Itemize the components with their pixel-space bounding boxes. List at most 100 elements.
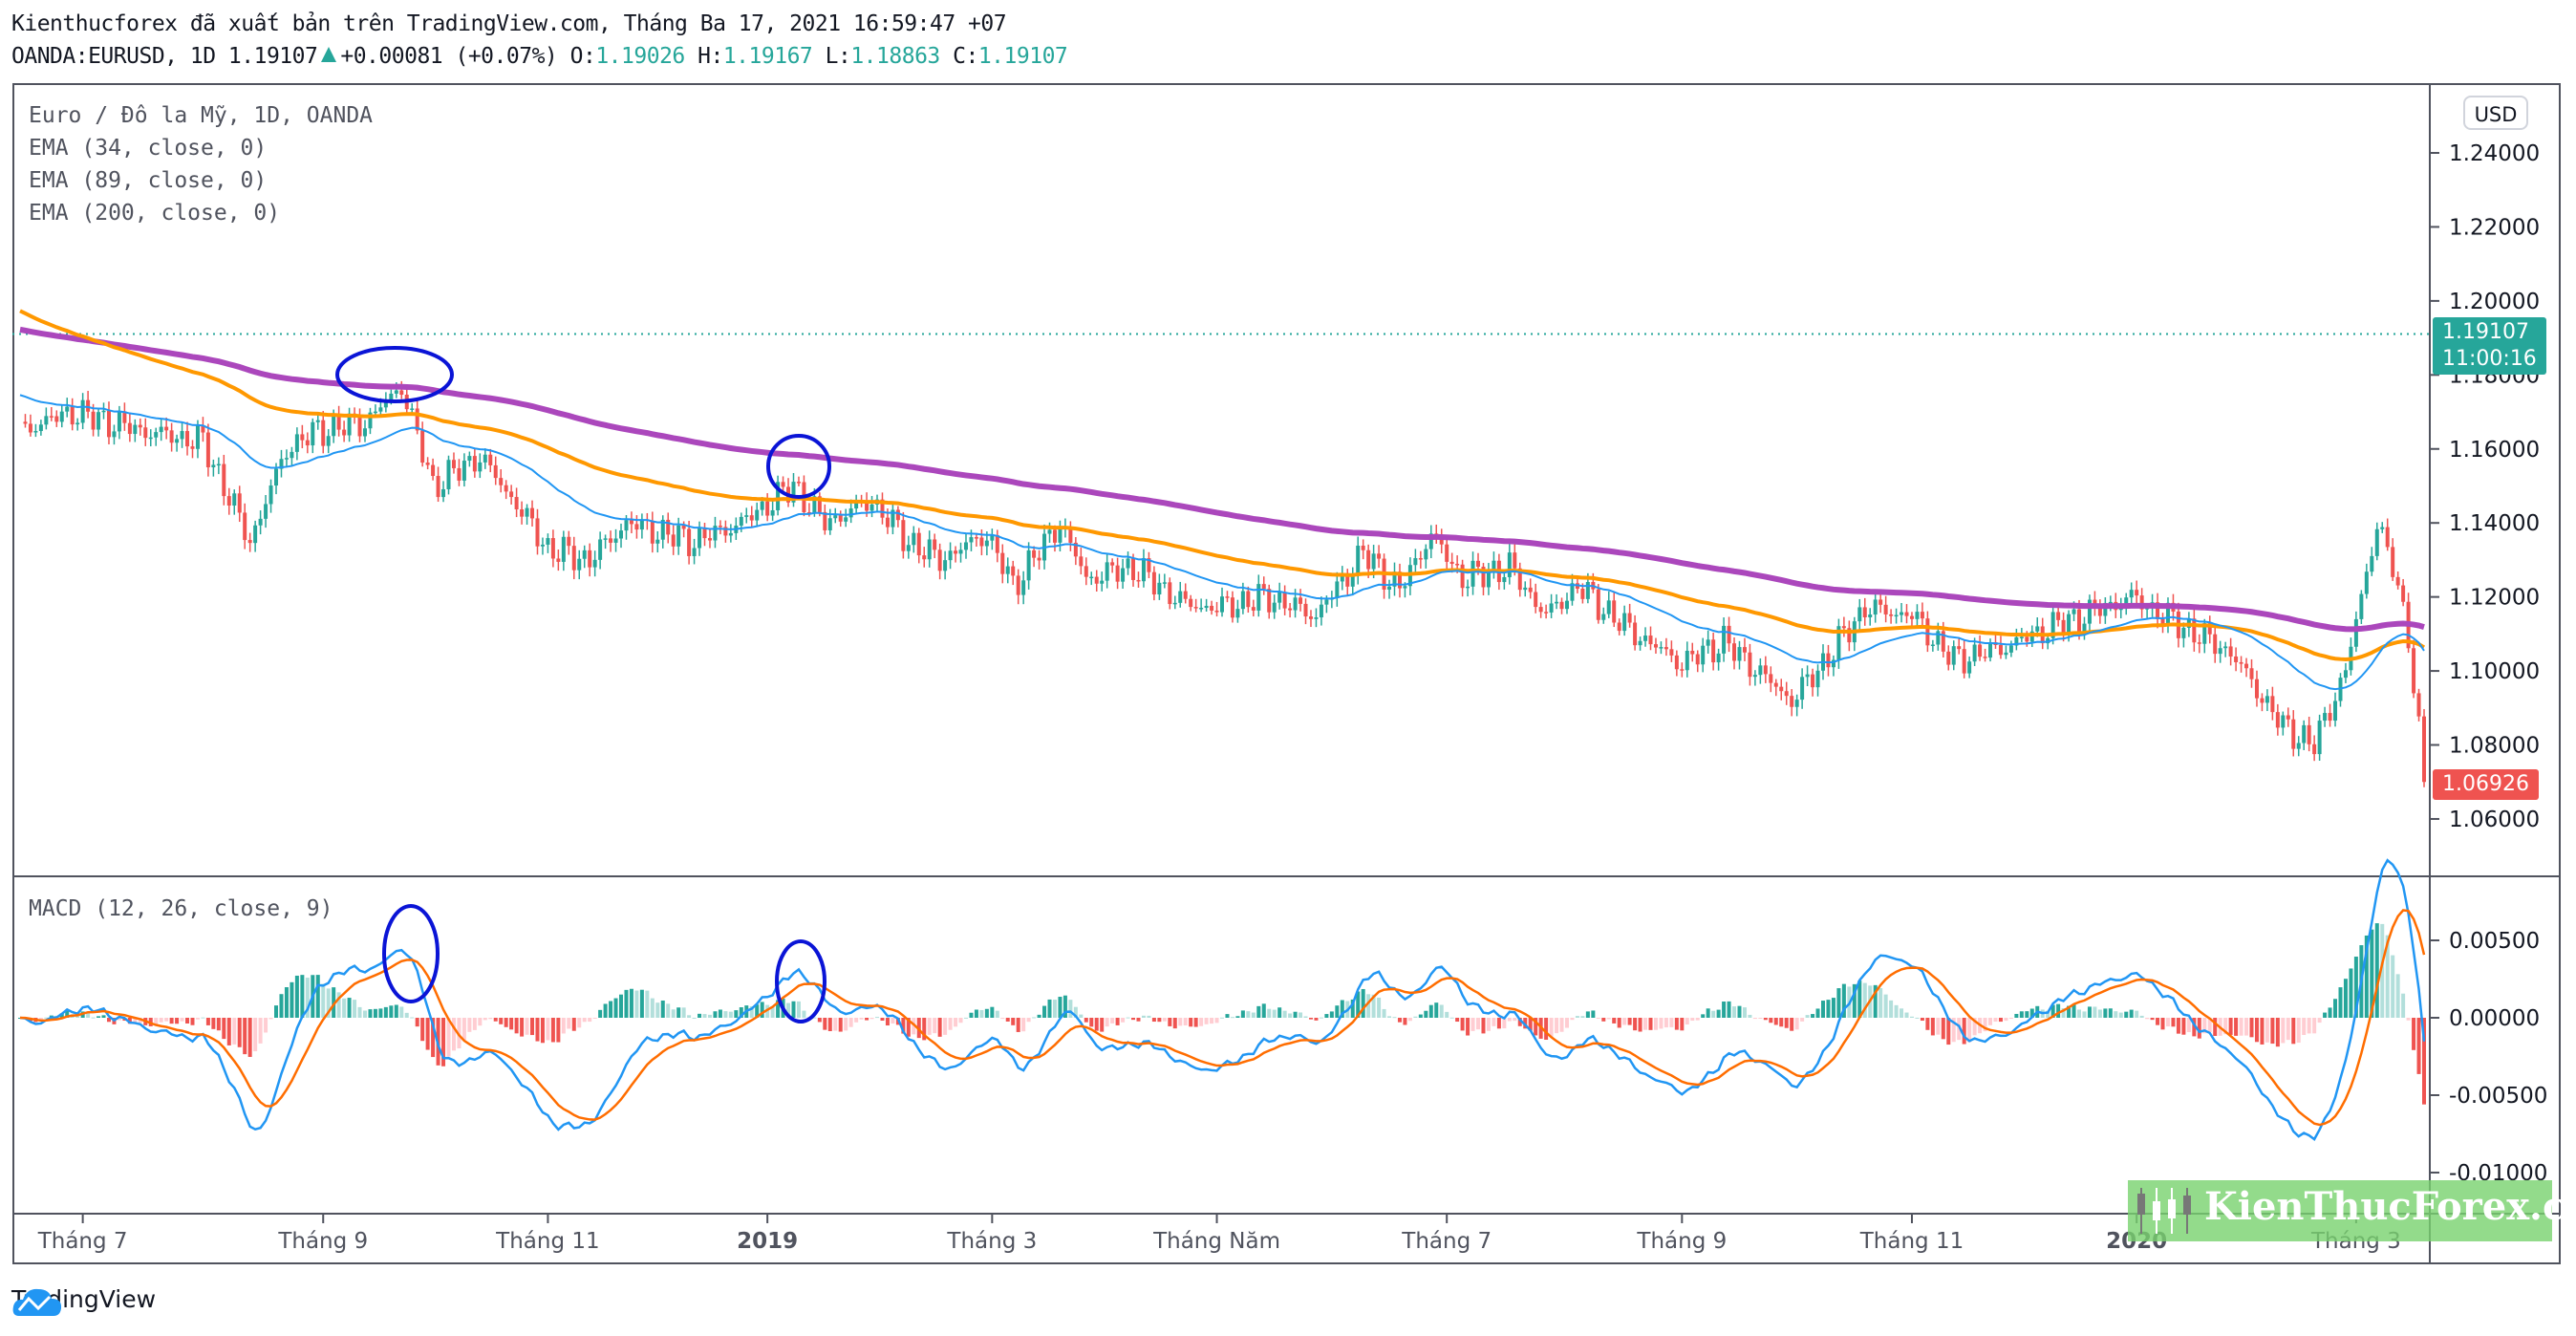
candle-body (550, 538, 555, 559)
candle-body (2004, 652, 2008, 656)
candle-body (1868, 614, 1873, 617)
candle-body (1716, 653, 1721, 663)
candle-body (540, 544, 545, 547)
candle-body (1131, 558, 1136, 580)
macd-histogram-bar (933, 1018, 937, 1034)
candle-body (1476, 560, 1481, 568)
macd-histogram-bar (383, 1006, 388, 1018)
candle-body (1397, 571, 1402, 589)
legend-ema34[interactable]: EMA (34, close, 0) (29, 136, 268, 161)
candle-body (707, 538, 712, 541)
macd-histogram-bar (101, 1015, 106, 1018)
candle-body (117, 411, 121, 432)
macd-histogram-bar (660, 1000, 665, 1018)
candle-body (1695, 654, 1700, 665)
candle-body (1862, 607, 1867, 617)
candle-body (885, 517, 890, 528)
open-value: 1.19026 (595, 44, 685, 69)
candle-body (1225, 596, 1230, 598)
candle-body (2265, 696, 2269, 703)
candle-body (823, 511, 827, 530)
candle-body (1277, 592, 1282, 603)
candle-body (1136, 579, 1141, 582)
candle-body (906, 545, 911, 551)
legend-ema89[interactable]: EMA (89, close, 0) (29, 168, 268, 193)
bar-countdown: 11:00:16 (2442, 347, 2537, 371)
candle-body (2129, 590, 2134, 598)
candle-body (190, 446, 195, 449)
legend-main[interactable]: Euro / Đô la Mỹ, 1D, OANDA (29, 103, 374, 128)
macd-histogram-bar (2254, 1018, 2259, 1043)
candle-body (609, 538, 613, 543)
macd-histogram-bar (1424, 1010, 1428, 1018)
macd-histogram-bar (1371, 994, 1376, 1018)
candle-body (514, 497, 519, 509)
candle-body (2046, 637, 2050, 644)
ema200-line (19, 326, 2425, 633)
macd-histogram-bar (1528, 1018, 1533, 1031)
candle-body (336, 414, 341, 430)
macd-histogram-bar (1983, 1018, 1987, 1032)
symbol-label[interactable]: OANDA:EURUSD, 1D (11, 44, 216, 69)
candle-body (2353, 618, 2358, 647)
macd-histogram-bar (232, 1018, 237, 1045)
candle-body (1246, 591, 1251, 608)
candle-body (1596, 589, 1600, 620)
macd-histogram-bar (1058, 997, 1063, 1018)
candle-body (1178, 591, 1183, 603)
macd-histogram-bar (1481, 1018, 1486, 1034)
candle-body (1800, 677, 1805, 700)
candle-body (1732, 643, 1737, 661)
macd-histogram-bar (1685, 1018, 1689, 1025)
macd-histogram-bar (1272, 1009, 1277, 1018)
macd-histogram-bar (1690, 1018, 1695, 1022)
macd-histogram-bar (1722, 1002, 1727, 1018)
macd-histogram-bar (373, 1008, 377, 1018)
chart-frame[interactable] (12, 83, 2561, 1264)
macd-histogram-bar (2391, 955, 2395, 1018)
candle-body (2275, 712, 2280, 728)
candle-body (718, 526, 722, 528)
candle-body (389, 393, 394, 400)
candle-body (1648, 636, 1653, 645)
candle-body (2050, 612, 2055, 638)
macd-histogram-bar (723, 1011, 728, 1018)
macd-histogram-bar (431, 1018, 436, 1058)
macd-histogram-bar (1811, 1014, 1815, 1018)
candle-body (2202, 623, 2207, 644)
macd-histogram-bar (525, 1018, 529, 1035)
candle-body (1513, 552, 1517, 569)
macd-histogram-bar (749, 1005, 754, 1018)
macd-histogram-bar (237, 1018, 242, 1047)
legend-macd[interactable]: MACD (12, 26, close, 9) (29, 896, 333, 921)
candle-body (933, 539, 937, 550)
macd-histogram-bar (1857, 980, 1862, 1018)
macd-histogram-bar (796, 1001, 801, 1018)
candle-body (357, 417, 362, 437)
candle-body (619, 530, 623, 539)
candle-body (2181, 627, 2186, 638)
candle-body (1680, 669, 1685, 671)
candle-body (216, 463, 221, 466)
legend-ema200[interactable]: EMA (200, close, 0) (29, 201, 281, 226)
macd-histogram-bar (1037, 1014, 1041, 1018)
candle-body (2124, 597, 2129, 607)
macd-histogram-bar (1293, 1011, 1298, 1018)
candle-body (1936, 631, 1941, 645)
macd-histogram-bar (2223, 1018, 2228, 1035)
macd-histogram-bar (2050, 1004, 2055, 1018)
candle-body (431, 464, 436, 477)
candle-body (1564, 600, 1569, 610)
macd-histogram-bar (2328, 1007, 2332, 1018)
currency-button[interactable]: USD (2463, 96, 2528, 130)
candle-body (1199, 608, 1204, 610)
candle-body (97, 412, 101, 430)
macd-histogram-bar (2192, 1018, 2197, 1037)
candle-body (1288, 608, 1293, 611)
candle-body (499, 478, 504, 485)
tradingview-logo[interactable]: TradingView (11, 1285, 156, 1316)
macd-histogram-bar (2114, 1011, 2118, 1018)
candle-body (2422, 716, 2426, 783)
candle-body (65, 406, 70, 412)
